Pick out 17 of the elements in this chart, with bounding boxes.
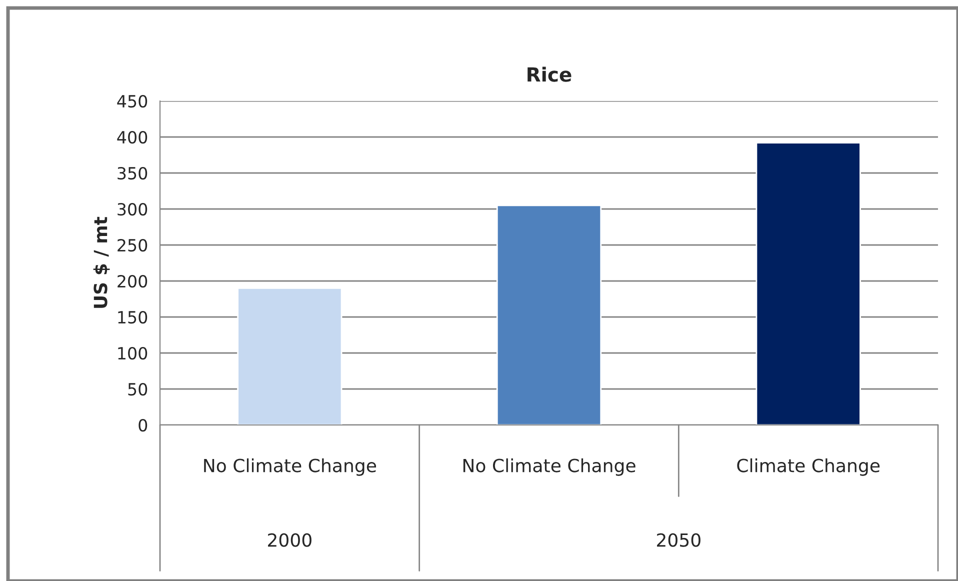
y-tick-label: 100: [118, 346, 148, 360]
y-tick-label: 400: [117, 130, 148, 144]
text: 2000: [268, 533, 312, 547]
y-tick-label: 150: [118, 310, 148, 324]
y-tick-label: 50: [128, 382, 148, 396]
y-axis-title: US $ / mt: [93, 216, 110, 308]
y-tick-label: 250: [118, 238, 148, 252]
y-tick-label: 0: [138, 418, 148, 432]
x-tick-label: No Climate Change: [463, 458, 636, 476]
y-tick-label: 450: [117, 94, 148, 108]
chart-title: Rice: [528, 66, 572, 82]
y-tick-label: 200: [118, 274, 148, 288]
y-tick-label: 300: [118, 202, 148, 216]
x-tick-label: Climate Change: [737, 458, 880, 476]
text: 2050: [657, 533, 700, 547]
y-tick-label: 350: [118, 166, 148, 180]
x-tick-label: No Climate Change: [204, 458, 376, 476]
